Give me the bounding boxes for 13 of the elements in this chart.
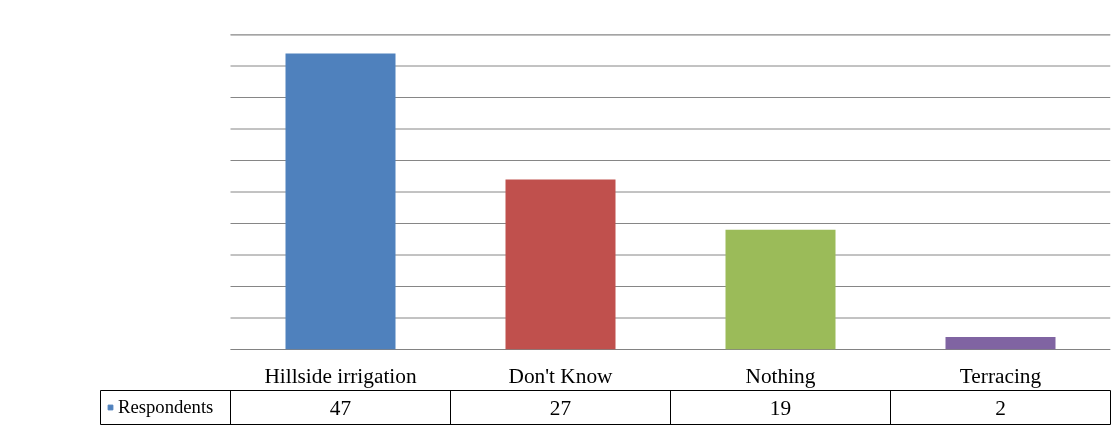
- bar: [725, 229, 836, 350]
- bar: [945, 336, 1056, 350]
- x-tick-label: Hillside irrigation: [264, 363, 417, 388]
- legend-label: Respondents: [118, 396, 214, 418]
- data-label: 47: [329, 395, 352, 420]
- bar: [285, 53, 396, 350]
- bar: [505, 179, 616, 350]
- data-label: 27: [549, 395, 572, 420]
- data-label: 2: [995, 395, 1006, 420]
- x-tick-label: Terracing: [959, 363, 1042, 388]
- data-label: 19: [769, 395, 792, 420]
- x-tick-label: Don't Know: [508, 363, 614, 388]
- x-tick-label: Nothing: [745, 363, 816, 388]
